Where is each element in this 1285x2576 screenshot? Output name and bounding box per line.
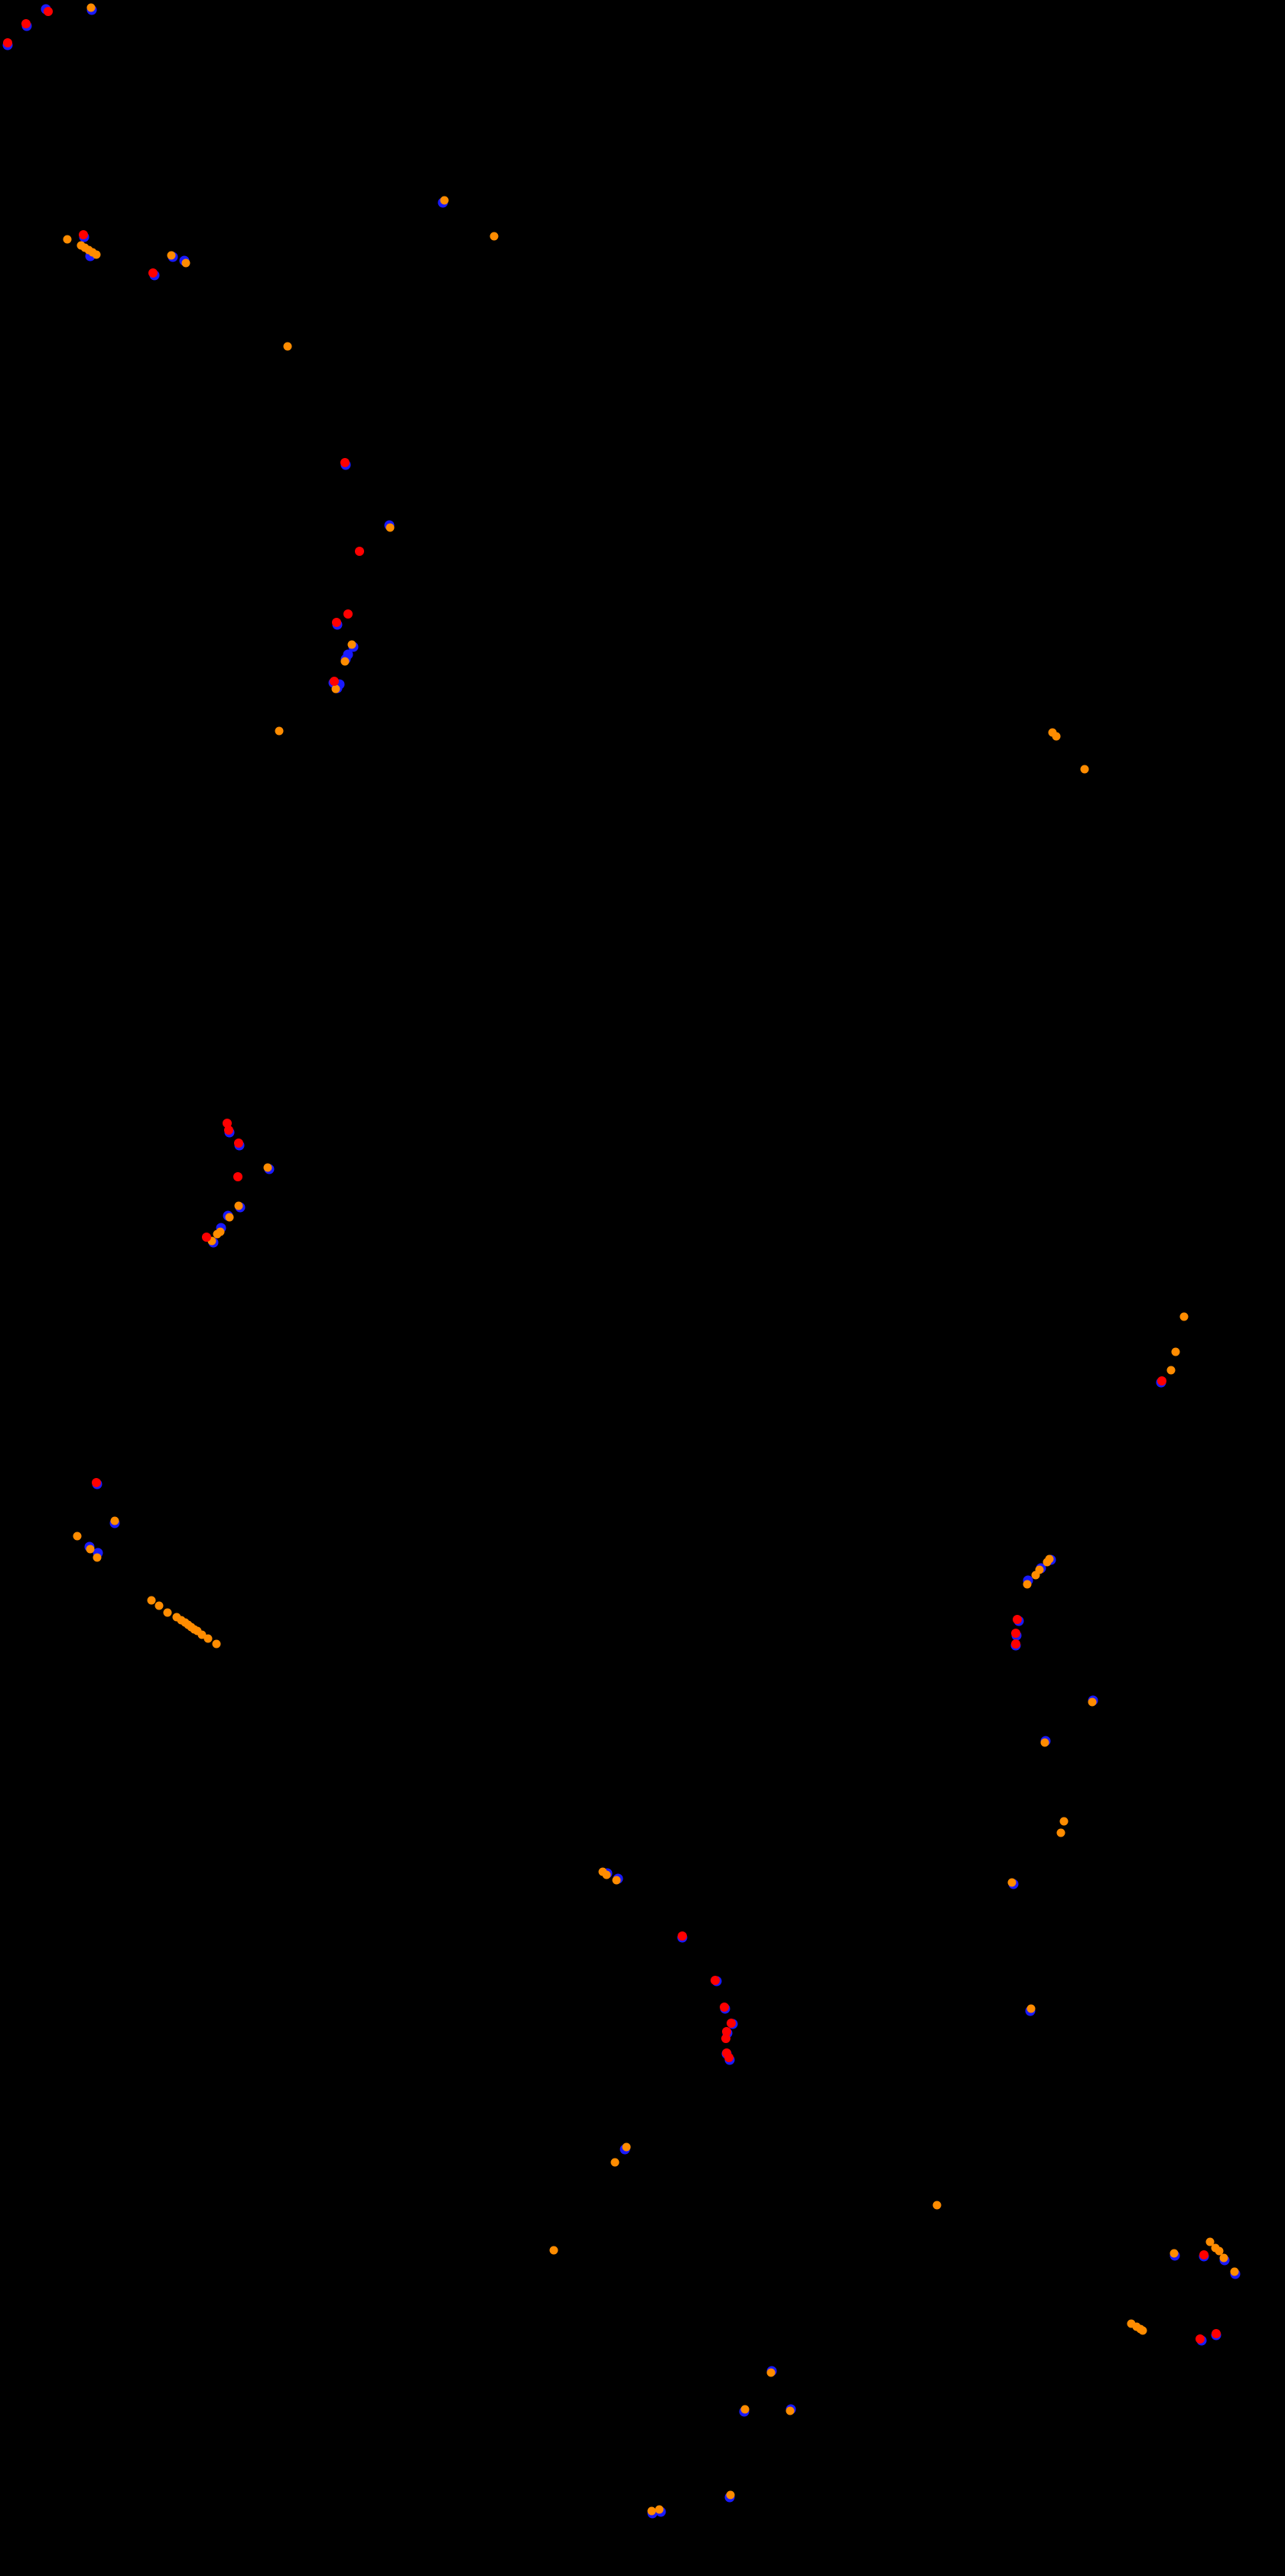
orange-scatter-dot: [1048, 728, 1057, 737]
orange-scatter-dot: [93, 1553, 102, 1562]
red-scatter-dot: [678, 1931, 687, 1941]
orange-scatter-dot: [1215, 2246, 1224, 2256]
orange-scatter-dot: [386, 523, 395, 532]
red-scatter-dot: [1011, 1629, 1020, 1638]
orange-scatter-dot: [234, 1201, 243, 1210]
red-scatter-dot: [724, 2053, 734, 2062]
orange-scatter-dot: [602, 1870, 611, 1879]
red-scatter-dot: [720, 2003, 729, 2012]
orange-scatter-dot: [213, 1230, 222, 1239]
orange-scatter-dot: [283, 342, 292, 351]
red-scatter-dot: [721, 2034, 730, 2043]
orange-scatter-dot: [932, 2201, 942, 2210]
orange-scatter-dot: [1166, 1366, 1176, 1375]
orange-scatter-dot: [193, 1626, 202, 1636]
orange-scatter-dot: [73, 1532, 82, 1541]
orange-scatter-dot: [155, 1601, 164, 1610]
orange-scatter-dot: [331, 684, 340, 694]
red-scatter-dot: [1199, 2250, 1209, 2259]
orange-scatter-dot: [203, 1634, 213, 1643]
orange-scatter-dot: [207, 1236, 216, 1246]
orange-scatter-dot: [197, 1630, 207, 1639]
orange-scatter-dot: [1205, 2237, 1215, 2246]
orange-scatter-dot: [347, 640, 356, 649]
orange-scatter-dot: [655, 2505, 664, 2514]
orange-scatter-dot: [622, 2142, 631, 2152]
red-scatter-dot: [1196, 2334, 1205, 2344]
orange-scatter-dot: [110, 1516, 119, 1525]
orange-scatter-dot: [1138, 2326, 1147, 2335]
red-scatter-dot: [355, 547, 364, 556]
red-scatter-dot: [332, 618, 341, 627]
orange-scatter-dot: [726, 2490, 735, 2500]
red-scatter-dot: [1013, 1615, 1022, 1624]
orange-scatter-dot: [549, 2246, 558, 2255]
orange-scatter-dot: [147, 1596, 156, 1605]
red-scatter-dot: [3, 38, 12, 47]
orange-scatter-dot: [167, 251, 176, 260]
red-scatter-dot: [343, 609, 353, 619]
orange-scatter-dot: [1059, 1817, 1069, 1826]
orange-scatter-dot: [181, 258, 190, 268]
orange-scatter-dot: [766, 2368, 776, 2377]
orange-scatter-dot: [86, 1545, 95, 1554]
orange-scatter-dot: [1080, 765, 1089, 774]
red-scatter-dot: [1157, 1376, 1166, 1385]
orange-scatter-dot: [1171, 1347, 1180, 1356]
red-scatter-dot: [727, 2019, 736, 2028]
orange-scatter-dot: [212, 1639, 221, 1649]
orange-scatter-dot: [163, 1608, 172, 1617]
orange-scatter-dot: [340, 657, 350, 666]
orange-scatter-dot: [610, 2158, 620, 2167]
red-scatter-dot: [711, 1976, 720, 1985]
orange-scatter-dot: [1031, 1571, 1040, 1580]
red-scatter-dot: [148, 268, 158, 278]
orange-scatter-dot: [1043, 1558, 1052, 1567]
orange-scatter-dot: [1052, 732, 1061, 741]
orange-scatter-dot: [263, 1163, 272, 1172]
orange-scatter-dot: [1127, 2319, 1136, 2328]
orange-scatter-dot: [1007, 1878, 1017, 1887]
orange-scatter-dot: [1219, 2253, 1228, 2263]
orange-scatter-dot: [440, 196, 449, 205]
red-scatter-dot: [233, 1172, 242, 1181]
orange-scatter-dot: [1035, 1565, 1044, 1574]
orange-scatter-dot: [1040, 1738, 1049, 1747]
red-scatter-dot: [92, 1478, 101, 1487]
red-scatter-dot: [1212, 2329, 1221, 2338]
red-scatter-dot: [44, 7, 53, 16]
red-scatter-dot: [340, 458, 350, 467]
orange-scatter-dot: [1026, 2004, 1036, 2013]
orange-scatter-dot: [1170, 2249, 1179, 2258]
red-scatter-dot: [79, 230, 88, 239]
red-scatter-dot: [21, 19, 31, 28]
orange-scatter-dot: [63, 235, 72, 244]
orange-scatter-dot: [92, 250, 101, 259]
red-scatter-dot: [202, 1233, 211, 1242]
orange-scatter-dot: [1023, 1580, 1032, 1589]
orange-scatter-dot: [1179, 1312, 1189, 1321]
orange-scatter-dot: [490, 232, 499, 241]
red-scatter-dot: [234, 1139, 243, 1148]
orange-scatter-dot: [1230, 2267, 1239, 2276]
orange-scatter-dot: [172, 1613, 181, 1622]
orange-scatter-dot: [612, 1876, 621, 1885]
orange-scatter-dot: [275, 726, 284, 736]
orange-scatter-dot: [786, 2406, 795, 2415]
orange-scatter-dot: [225, 1213, 234, 1222]
red-scatter-dot: [330, 677, 339, 686]
orange-scatter-dot: [1056, 1828, 1065, 1837]
red-scatter-dot: [1011, 1639, 1020, 1649]
orange-scatter-dot: [740, 2405, 750, 2414]
orange-scatter-dot: [86, 3, 96, 12]
orange-scatter-dot: [647, 2506, 656, 2516]
orange-scatter-dot: [1088, 1697, 1097, 1707]
red-scatter-dot: [224, 1126, 233, 1135]
